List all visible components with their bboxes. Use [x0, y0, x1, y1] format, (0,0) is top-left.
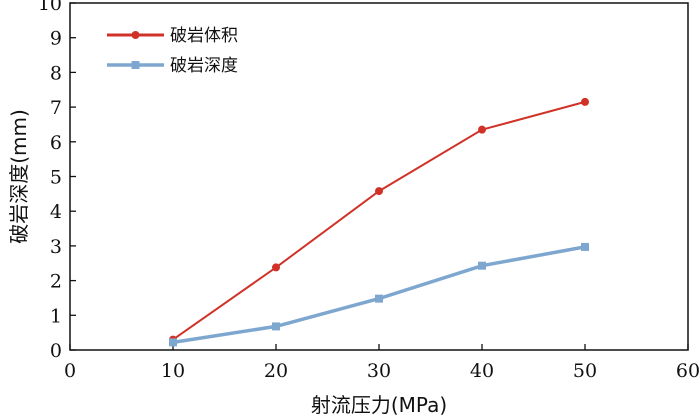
- y-tick-label: 0: [50, 340, 62, 362]
- y-tick-label: 4: [50, 201, 62, 223]
- data-point: [272, 263, 280, 272]
- y-tick-label: 3: [50, 236, 62, 258]
- data-point: [169, 338, 177, 347]
- y-tick-label: 1: [50, 305, 62, 327]
- y-tick-label: 7: [50, 97, 62, 119]
- legend-marker: [131, 61, 140, 69]
- x-tick-label: 40: [470, 360, 494, 382]
- x-tick-label: 10: [161, 360, 185, 382]
- legend-item: 破岩体积: [107, 26, 238, 46]
- legend-item: 破岩深度: [107, 56, 238, 76]
- y-tick-label: 5: [50, 167, 62, 189]
- x-tick-label: 60: [676, 360, 700, 382]
- data-point: [478, 261, 486, 270]
- x-tick-label: 0: [64, 360, 76, 382]
- x-axis-label: 射流压力(MPa): [311, 393, 447, 417]
- series-group: [169, 97, 589, 347]
- data-point: [581, 97, 589, 106]
- y-axis-label: 破岩深度(mm): [7, 109, 31, 244]
- series-1: [169, 97, 589, 344]
- x-tick-label: 20: [264, 360, 288, 382]
- legend-label: 破岩深度: [170, 56, 238, 76]
- series-line: [172, 100, 586, 341]
- series-2: [169, 242, 589, 347]
- data-point: [375, 294, 383, 303]
- y-tick-label: 2: [50, 271, 62, 293]
- legend-marker: [131, 31, 140, 39]
- y-tick-label: 9: [50, 28, 62, 50]
- data-point: [272, 322, 280, 331]
- data-point: [478, 125, 486, 134]
- data-point: [375, 187, 383, 196]
- tick-group: 0 10 20 30 40 50 60 0 1 2 3 4 5 6 7 8 9 10: [38, 0, 700, 382]
- y-tick-label: 8: [50, 62, 62, 84]
- x-tick-label: 50: [573, 360, 597, 382]
- y-tick-label: 6: [50, 132, 62, 154]
- x-tick-label: 30: [367, 360, 391, 382]
- legend-label: 破岩体积: [170, 26, 238, 46]
- data-point: [581, 242, 589, 251]
- y-tick-label: 10: [38, 0, 62, 15]
